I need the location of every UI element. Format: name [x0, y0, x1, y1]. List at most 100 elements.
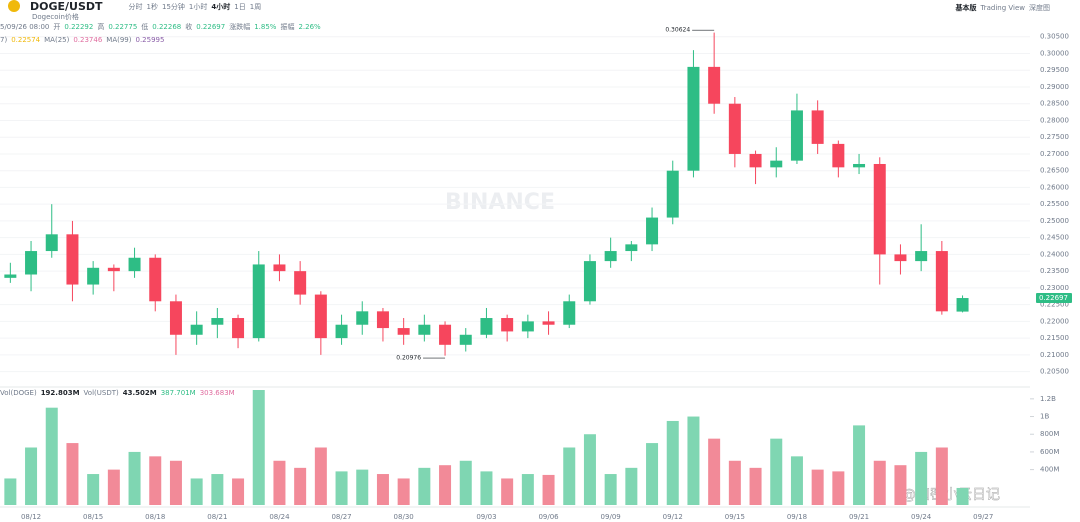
interval[interactable]: 1日 [234, 2, 246, 11]
candle-body [376, 311, 389, 329]
candle-body [687, 66, 700, 171]
view-tab[interactable]: 基本版 [955, 4, 977, 12]
volume-bar [273, 460, 286, 505]
view-tabs: 基本版 Trading View 深度图 [955, 3, 1050, 13]
interval[interactable]: 15分钟 [162, 2, 185, 11]
label: MA(99) [106, 36, 132, 44]
label: 7) [0, 36, 8, 44]
value: 0.22292 [64, 23, 94, 31]
value: 387.701M [160, 389, 196, 397]
candle-body [45, 234, 58, 252]
volume-bar [232, 478, 245, 505]
x-tick-label: 08/24 [269, 513, 290, 521]
candle-body [211, 318, 224, 325]
label: 低 [141, 23, 149, 31]
y-tick-label: 1B [1040, 413, 1049, 421]
volume-bar [956, 487, 969, 505]
candle-body [397, 328, 410, 335]
volume-bar [4, 478, 17, 505]
candle-body [314, 294, 327, 339]
candle-body [459, 334, 472, 345]
label: 高 [97, 23, 105, 31]
volume-bar [542, 474, 555, 505]
candle-body [294, 271, 307, 295]
y-tick-label: 0.25500 [1040, 200, 1069, 208]
view-tab[interactable]: Trading View [980, 4, 1025, 12]
x-tick-label: 08/21 [207, 513, 227, 521]
volume-bar [728, 460, 741, 505]
y-tick-label: 0.30000 [1040, 49, 1069, 57]
volume-bar [128, 451, 141, 505]
candle-body [273, 264, 286, 272]
y-tick-label: 0.26000 [1040, 183, 1069, 191]
volume-bar [211, 474, 224, 505]
y-tick-label: 400M [1040, 466, 1059, 474]
candle-body [25, 251, 38, 275]
value: 0.22574 [11, 36, 41, 44]
candle-body [873, 163, 886, 255]
value: 1.85% [254, 23, 277, 31]
coin-icon [8, 0, 20, 12]
label: 开 [53, 23, 61, 31]
x-tick-label: 08/27 [331, 513, 351, 521]
y-tick-label: 0.23500 [1040, 267, 1069, 275]
candle-body [790, 110, 803, 161]
candle-body [749, 153, 762, 168]
interval[interactable]: 4小时 [211, 2, 231, 11]
volume-bar [646, 443, 659, 505]
volume-bar [770, 438, 783, 505]
y-tick-label: 0.24000 [1040, 250, 1069, 258]
candle-body [604, 251, 617, 262]
interval[interactable]: 1小时 [188, 2, 208, 11]
view-tab[interactable]: 深度图 [1029, 4, 1050, 12]
volume-bar [418, 467, 431, 505]
y-tick-label: 0.30500 [1040, 33, 1069, 41]
volume-bar [335, 471, 348, 505]
candle-body [728, 103, 741, 154]
interval[interactable]: 分时 [128, 2, 143, 11]
y-tick-label: 0.29000 [1040, 83, 1069, 91]
extreme-label: 0.30624 [665, 27, 690, 34]
candle-body [625, 244, 638, 252]
candle-body [190, 324, 203, 335]
y-tick-label: 0.29500 [1040, 66, 1069, 74]
symbol[interactable]: DOGE/USDT [30, 0, 103, 13]
y-tick-label: 0.28000 [1040, 116, 1069, 124]
y-tick-label: 0.27000 [1040, 150, 1069, 158]
candle-body [87, 267, 100, 285]
volume-bar [687, 416, 700, 505]
candle-body [708, 66, 721, 104]
volume-bar [790, 456, 803, 505]
y-tick-label: 1.2B [1040, 395, 1056, 403]
volume-bar [604, 474, 617, 505]
x-tick-label: 08/15 [83, 513, 103, 521]
y-tick-label: 0.24500 [1040, 234, 1069, 242]
x-tick-label: 09/24 [911, 513, 932, 521]
candle-body [501, 318, 514, 332]
y-tick-label: 0.21000 [1040, 351, 1069, 359]
value: 192.803M [40, 389, 80, 397]
volume-bar [480, 471, 493, 505]
candle-body [252, 264, 265, 339]
candle-body [4, 274, 17, 278]
volume-bar [397, 478, 410, 505]
candle-body [356, 311, 369, 325]
interval[interactable]: 1周 [249, 2, 262, 11]
y-tick-label: 0.28500 [1040, 100, 1069, 108]
volume-bar [521, 474, 534, 505]
y-tick-label: 0.26500 [1040, 167, 1069, 175]
extreme-label: 0.20976 [396, 355, 421, 362]
value: 2.26% [298, 23, 321, 31]
volume-bar [666, 420, 679, 505]
subtitle-row: Dogecoin价格 [32, 12, 79, 22]
x-tick-label: 09/06 [538, 513, 559, 521]
interval[interactable]: 1秒 [146, 2, 158, 11]
y-tick-label: 0.21500 [1040, 334, 1069, 342]
ma-row: 7) 0.22574 MA(25) 0.23746 MA(99) 0.25995 [0, 36, 164, 44]
label: 收 [185, 23, 193, 31]
value: 43.502M [122, 389, 157, 397]
volume-bar [169, 460, 182, 505]
label: Vol(DOGE) [0, 389, 37, 397]
last-price-label: 0.22697 [1039, 294, 1068, 302]
